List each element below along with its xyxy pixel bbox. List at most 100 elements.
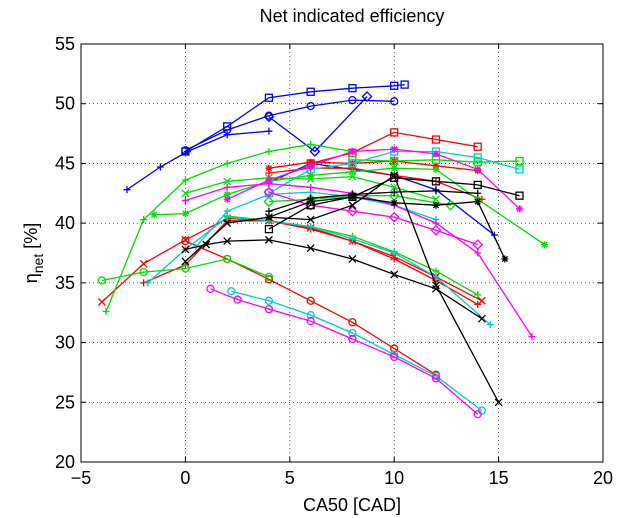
series-26 <box>223 145 523 213</box>
data-point-plus <box>223 183 231 191</box>
data-point-circle <box>181 264 190 273</box>
data-point-plus <box>432 267 440 275</box>
data-point-plus <box>432 219 440 227</box>
data-point-plus <box>223 159 231 167</box>
data-point-circle <box>264 296 274 305</box>
series-23 <box>206 284 482 419</box>
data-point-plus <box>390 188 398 196</box>
data-point-x <box>348 201 357 210</box>
data-point-x <box>264 235 273 244</box>
data-point-plus <box>102 308 110 316</box>
data-point-circle <box>390 97 399 106</box>
x-tick-label: −5 <box>71 468 92 488</box>
data-point-x <box>202 240 211 249</box>
data-point-plus <box>265 127 273 135</box>
data-point-x <box>306 215 315 224</box>
data-point-x <box>223 237 232 246</box>
data-point-plus <box>528 333 536 341</box>
data-point-x <box>181 245 190 254</box>
series-4 <box>263 91 373 157</box>
y-tick-label: 35 <box>55 273 75 293</box>
y-axis-label: ηnet [%] <box>21 223 46 284</box>
data-point-circle <box>227 287 236 296</box>
data-point-asterisk <box>474 165 482 173</box>
data-point-x <box>139 259 148 268</box>
data-point-plus <box>181 176 189 184</box>
data-point-plus <box>390 249 398 257</box>
data-point-plus <box>144 279 152 287</box>
y-tick-label: 50 <box>55 94 75 114</box>
data-point-asterisk <box>265 176 273 184</box>
series-30 <box>181 171 503 407</box>
data-point-circle <box>306 101 315 111</box>
data-point-square <box>515 191 524 200</box>
data-point-square <box>390 156 399 166</box>
series-31 <box>265 187 482 215</box>
data-point-plus <box>307 140 315 148</box>
data-point-square <box>264 224 274 234</box>
data-point-square <box>390 128 399 137</box>
data-point-asterisk <box>432 201 440 209</box>
plot-area-frame <box>80 43 604 463</box>
data-point-asterisk <box>307 158 315 166</box>
data-point-x <box>494 398 503 407</box>
data-point-square <box>390 81 399 90</box>
data-point-plus <box>348 235 356 243</box>
data-point-plus <box>486 321 494 329</box>
data-point-plus <box>265 207 273 215</box>
data-point-circle <box>348 334 357 344</box>
data-point-x <box>97 298 106 306</box>
data-point-diamond <box>309 146 321 157</box>
data-point-x <box>348 255 357 263</box>
series-line <box>268 160 478 172</box>
series-line <box>268 167 483 200</box>
data-point-x <box>432 195 440 204</box>
data-point-diamond <box>388 211 400 223</box>
data-point-x <box>390 183 399 192</box>
series-line <box>268 190 478 212</box>
series-line <box>185 99 395 151</box>
data-point-x <box>223 177 232 186</box>
data-point-circle <box>264 272 274 282</box>
data-point-plus <box>123 186 131 194</box>
data-point-diamond <box>361 91 373 102</box>
data-point-circle <box>348 95 357 105</box>
data-point-plus <box>223 131 231 139</box>
data-point-asterisk <box>390 164 398 172</box>
data-point-square <box>431 177 441 186</box>
y-axis-label-subscript: net <box>30 254 46 274</box>
series-20 <box>144 213 494 329</box>
data-point-plus <box>307 194 315 202</box>
data-point-plus <box>265 147 273 155</box>
data-point-circle <box>264 304 274 314</box>
x-tick-label: 10 <box>384 468 404 488</box>
data-point-diamond <box>430 224 442 236</box>
data-point-asterisk <box>432 165 440 173</box>
data-point-asterisk <box>390 199 398 207</box>
data-point-circle <box>181 146 190 155</box>
data-point-plus <box>156 163 164 171</box>
data-point-x <box>477 314 486 323</box>
data-point-asterisk <box>515 205 523 213</box>
y-tick-label: 25 <box>55 392 75 412</box>
data-point-circle <box>390 344 399 353</box>
data-point-x <box>390 171 399 180</box>
series-line <box>184 174 500 403</box>
data-point-asterisk <box>432 150 440 158</box>
data-point-square <box>473 158 482 167</box>
data-point-square <box>473 153 482 162</box>
data-point-x <box>264 213 273 222</box>
data-point-square <box>400 80 409 89</box>
series-line <box>268 96 368 153</box>
y-tick-label: 20 <box>55 452 75 472</box>
data-point-asterisk <box>432 162 440 170</box>
data-point-plus <box>265 169 273 177</box>
data-point-circle <box>306 310 315 320</box>
data-point-circle <box>348 328 357 338</box>
data-point-square <box>473 142 482 151</box>
data-point-square <box>515 165 524 174</box>
data-point-plus <box>474 291 482 299</box>
y-tick-label: 30 <box>55 333 75 353</box>
